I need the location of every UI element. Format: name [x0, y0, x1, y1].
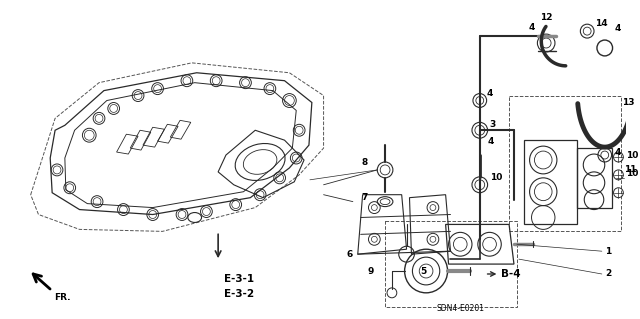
Text: 5: 5: [420, 267, 426, 276]
Text: 11: 11: [624, 166, 637, 174]
Text: B-4: B-4: [501, 269, 521, 279]
Text: 4: 4: [486, 89, 493, 98]
Text: E-3-2: E-3-2: [224, 289, 254, 299]
Text: 4: 4: [529, 23, 535, 32]
Text: 3: 3: [490, 120, 496, 129]
Text: 2: 2: [605, 270, 611, 278]
Text: 12: 12: [540, 13, 552, 22]
Text: 4: 4: [614, 24, 621, 33]
Text: 4: 4: [614, 148, 621, 157]
Text: E-3-1: E-3-1: [224, 274, 254, 284]
Text: 13: 13: [622, 98, 635, 107]
Text: 10: 10: [626, 151, 639, 160]
Text: SDN4-E0201: SDN4-E0201: [436, 304, 484, 313]
Text: 10: 10: [626, 169, 639, 178]
Text: 8: 8: [361, 159, 367, 167]
Text: 10: 10: [490, 173, 502, 182]
Text: 7: 7: [361, 193, 367, 202]
Text: 9: 9: [367, 267, 374, 276]
Text: 6: 6: [347, 250, 353, 259]
Text: 4: 4: [488, 137, 494, 146]
Text: 14: 14: [595, 19, 607, 28]
Text: FR.: FR.: [54, 293, 70, 302]
Text: 1: 1: [605, 247, 611, 256]
